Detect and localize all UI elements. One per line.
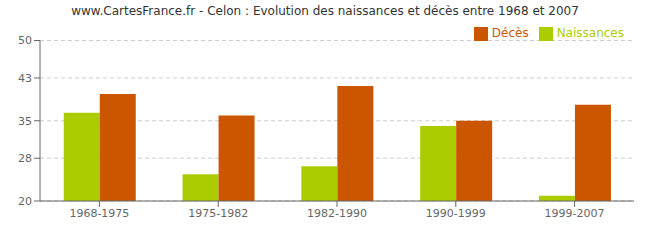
svg-text:1982-1990: 1982-1990 (307, 207, 367, 220)
html-text:Naissances: Naissances (556, 26, 624, 40)
html-text:www.CartesFrance.fr - Celon :: www.CartesFrance.fr - Celon : Evolution … (71, 4, 579, 18)
svg-text:43: 43 (18, 72, 32, 85)
svg-text:1999-2007: 1999-2007 (545, 207, 605, 220)
svg-text:1975-1982: 1975-1982 (188, 207, 248, 220)
svg-text:20: 20 (18, 195, 32, 208)
svg-text:1990-1999: 1990-1999 (426, 207, 486, 220)
svg-text:35: 35 (18, 115, 32, 128)
svg-text:28: 28 (18, 152, 32, 165)
html-text:Décès: Décès (491, 26, 529, 40)
svg-text:50: 50 (18, 34, 32, 47)
svg-text:1968-1975: 1968-1975 (69, 207, 129, 220)
